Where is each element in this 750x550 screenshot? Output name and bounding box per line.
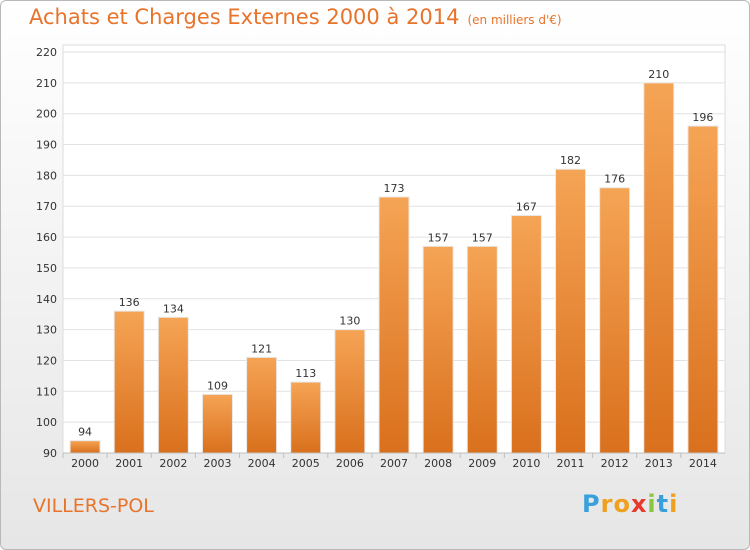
logo-letter: r: [600, 490, 614, 518]
x-tick-label: 2011: [557, 457, 585, 470]
x-tick-label: 2012: [601, 457, 629, 470]
x-tick-label: 2001: [115, 457, 143, 470]
bar-2011: [555, 168, 587, 454]
bar-2007: [378, 196, 410, 454]
bar-value-label: 196: [692, 111, 713, 124]
bar-value-label: 157: [428, 231, 449, 244]
bar-2001: [113, 310, 145, 454]
logo-letter: x: [630, 490, 648, 518]
y-tick-label: 160: [36, 231, 57, 244]
chart-title: Achats et Charges Externes 2000 à 2014 (e…: [29, 5, 562, 29]
bar-value-label: 94: [78, 426, 92, 439]
bar-2008: [422, 245, 454, 454]
logo-letter: o: [613, 490, 631, 518]
y-axis-ticks: 90 100 110 120 130 140 150 160 170 180 190 200 210 22…: [36, 46, 57, 460]
y-tick-label: 200: [36, 108, 57, 121]
x-tick-label: 2000: [71, 457, 99, 470]
bar-2003: [201, 393, 233, 454]
x-tick-label: 2006: [336, 457, 364, 470]
bar-2009: [466, 245, 498, 454]
bar-value-label: 173: [384, 182, 405, 195]
logo-letter: P: [582, 490, 601, 518]
x-tick-label: 2005: [292, 457, 320, 470]
bar-value-label: 113: [295, 367, 316, 380]
bar-2013: [643, 82, 675, 454]
y-tick-label: 180: [36, 169, 57, 182]
y-tick-label: 210: [36, 77, 57, 90]
place-name: VILLERS-POL: [33, 495, 154, 517]
bar-value-label: 121: [251, 342, 272, 355]
bar-value-label: 157: [472, 231, 493, 244]
x-tick-label: 2003: [203, 457, 231, 470]
proxiti-logo: Proxiti: [582, 490, 678, 518]
x-tick-label: 2013: [645, 457, 673, 470]
y-tick-label: 220: [36, 46, 57, 59]
bar-value-label: 109: [207, 379, 228, 392]
y-tick-label: 170: [36, 200, 57, 213]
bars: 94 136 134 109 121 113 130 173 157 157 167 182 176 21…: [69, 68, 719, 454]
bar-value-label: 130: [339, 315, 360, 328]
chart-subtitle: (en milliers d'€): [467, 13, 562, 27]
bar-2012: [599, 187, 631, 454]
x-tick-label: 2014: [689, 457, 717, 470]
bar-2000: [69, 440, 101, 454]
logo-letter: t: [656, 490, 670, 518]
logo-letter: i: [647, 490, 657, 518]
bar-value-label: 182: [560, 154, 581, 167]
x-tick-label: 2010: [512, 457, 540, 470]
bar-value-label: 134: [163, 302, 184, 315]
y-tick-label: 120: [36, 354, 57, 367]
bar-2010: [510, 214, 542, 454]
x-tick-label: 2008: [424, 457, 452, 470]
bar-2002: [157, 316, 189, 454]
y-tick-label: 140: [36, 293, 57, 306]
y-tick-label: 130: [36, 324, 57, 337]
y-tick-label: 90: [43, 447, 57, 460]
x-tick-label: 2002: [159, 457, 187, 470]
bar-value-label: 176: [604, 173, 625, 186]
x-tick-label: 2004: [248, 457, 276, 470]
bar-2006: [334, 329, 366, 454]
bar-2004: [246, 356, 278, 454]
y-tick-label: 150: [36, 262, 57, 275]
bar-2005: [290, 381, 322, 454]
x-tick-label: 2007: [380, 457, 408, 470]
bar-value-label: 136: [119, 296, 140, 309]
y-tick-label: 110: [36, 385, 57, 398]
bar-2014: [687, 125, 719, 454]
y-tick-label: 190: [36, 139, 57, 152]
logo-letter: i: [669, 490, 679, 518]
y-tick-label: 100: [36, 416, 57, 429]
bar-value-label: 210: [648, 68, 669, 81]
chart-title-text: Achats et Charges Externes 2000 à 2014: [29, 5, 460, 29]
x-axis-ticks: 2000 2001 2002 2003 2004 2005 2006 2007 2008 2009…: [62, 453, 717, 470]
x-tick-label: 2009: [468, 457, 496, 470]
bar-value-label: 167: [516, 200, 537, 213]
